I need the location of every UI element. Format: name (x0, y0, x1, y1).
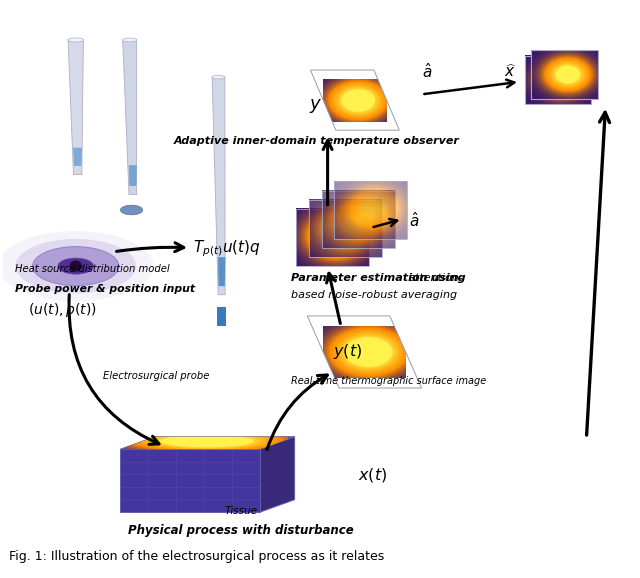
Text: Parameter estimation using: Parameter estimation using (291, 273, 470, 283)
Ellipse shape (120, 205, 143, 215)
Circle shape (70, 261, 82, 272)
Polygon shape (212, 77, 225, 295)
Text: Adaptive inner-domain temperature observer: Adaptive inner-domain temperature observ… (174, 136, 460, 146)
Text: based noise-robust averaging: based noise-robust averaging (291, 290, 458, 300)
Text: $\hat{a}$: $\hat{a}$ (409, 211, 419, 230)
Polygon shape (120, 449, 260, 512)
Text: Heat source distribution model: Heat source distribution model (15, 264, 170, 274)
Text: $(u(t), p(t))$: $(u(t), p(t))$ (28, 301, 97, 319)
Text: $y(t)$: $y(t)$ (333, 343, 362, 361)
Polygon shape (120, 437, 294, 449)
Polygon shape (260, 437, 294, 512)
Text: Electrosurgical probe: Electrosurgical probe (102, 371, 209, 381)
Text: Fig. 1: Illustration of the electrosurgical process as it relates: Fig. 1: Illustration of the electrosurgi… (9, 550, 385, 562)
Ellipse shape (15, 239, 136, 294)
Polygon shape (68, 40, 83, 175)
Text: $T_{p(t)}u(t)q$: $T_{p(t)}u(t)q$ (193, 239, 261, 259)
Ellipse shape (0, 231, 154, 301)
Text: $\hat{a}$: $\hat{a}$ (422, 62, 432, 81)
Ellipse shape (33, 247, 119, 286)
Polygon shape (218, 257, 225, 286)
Polygon shape (123, 40, 137, 195)
Text: $y$: $y$ (308, 97, 322, 115)
Polygon shape (73, 148, 82, 166)
Text: Real-time thermographic surface image: Real-time thermographic surface image (291, 376, 486, 386)
Polygon shape (129, 165, 137, 186)
Text: Probe power & position input: Probe power & position input (15, 284, 196, 294)
Text: Tissue: Tissue (224, 506, 257, 516)
Text: attention-: attention- (409, 273, 463, 283)
Text: Physical process with disturbance: Physical process with disturbance (128, 524, 353, 537)
Polygon shape (217, 307, 226, 326)
Ellipse shape (122, 38, 137, 42)
Ellipse shape (33, 247, 119, 286)
Text: $x(t)$: $x(t)$ (358, 466, 387, 484)
Ellipse shape (58, 258, 93, 274)
Ellipse shape (212, 76, 225, 79)
Text: $\widehat{x}$: $\widehat{x}$ (504, 63, 516, 80)
Ellipse shape (68, 38, 84, 42)
